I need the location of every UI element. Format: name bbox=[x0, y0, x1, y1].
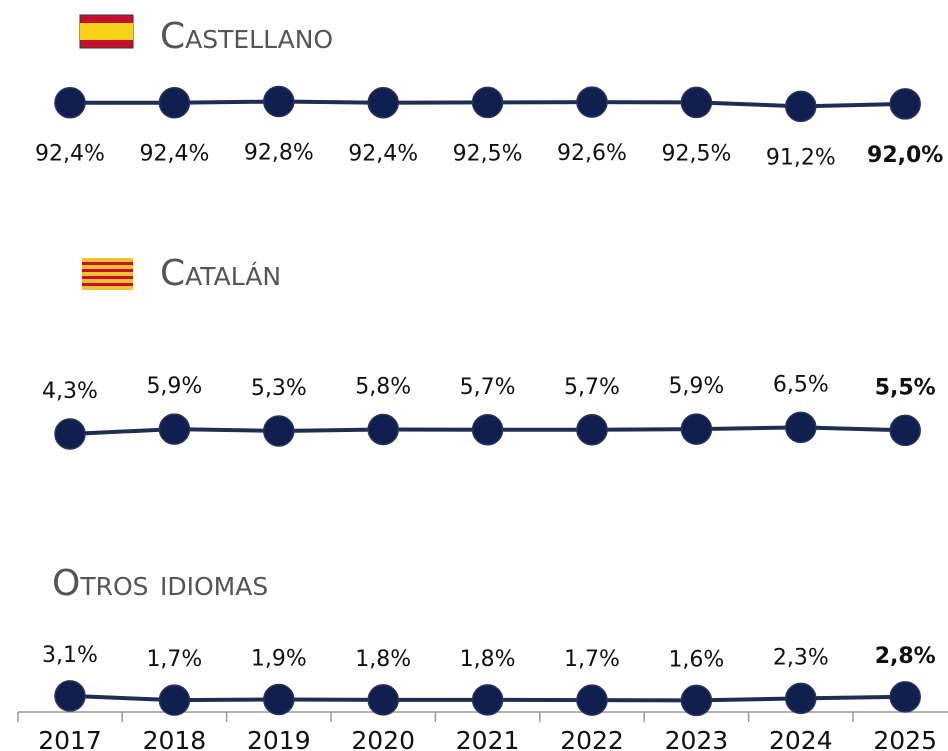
marker bbox=[471, 86, 504, 119]
panel-title: Catalán bbox=[160, 253, 281, 294]
spain-flag bbox=[79, 14, 134, 49]
value-label: 3,1% bbox=[42, 643, 98, 668]
value-label: 5,9% bbox=[668, 374, 724, 399]
value-label: 92,5% bbox=[453, 141, 523, 166]
marker bbox=[680, 684, 713, 717]
marker bbox=[263, 415, 295, 447]
value-label: 5,3% bbox=[251, 376, 307, 401]
value-label: 92,5% bbox=[661, 141, 731, 166]
panel-title: Otros idiomas bbox=[52, 563, 268, 604]
value-label: 92,4% bbox=[35, 142, 105, 167]
value-label: 92,4% bbox=[139, 142, 209, 167]
marker bbox=[785, 411, 817, 444]
marker bbox=[263, 683, 295, 716]
value-label: 92,8% bbox=[244, 141, 314, 166]
marker bbox=[367, 86, 399, 119]
value-label: 4,3% bbox=[42, 379, 98, 404]
value-label: 1,8% bbox=[460, 647, 516, 672]
marker bbox=[680, 413, 713, 445]
marker bbox=[471, 684, 504, 716]
value-label: 92,6% bbox=[557, 141, 627, 166]
marker bbox=[263, 85, 295, 118]
marker bbox=[471, 414, 504, 446]
marker bbox=[785, 682, 817, 715]
marker bbox=[576, 684, 608, 716]
value-label: 92,0% bbox=[867, 143, 943, 168]
x-tick-label: 2023 bbox=[665, 726, 729, 751]
x-tick-label: 2022 bbox=[560, 726, 624, 751]
catalan-flag bbox=[82, 258, 133, 290]
value-label: 5,9% bbox=[146, 374, 202, 399]
x-tick-label: 2018 bbox=[143, 726, 207, 751]
value-label: 5,8% bbox=[355, 374, 411, 399]
value-label: 5,7% bbox=[460, 375, 516, 400]
value-label: 1,9% bbox=[251, 647, 307, 672]
value-label: 5,5% bbox=[875, 375, 936, 400]
marker bbox=[680, 86, 713, 119]
value-label: 91,2% bbox=[766, 145, 836, 170]
value-label: 1,6% bbox=[668, 647, 724, 672]
marker bbox=[54, 680, 86, 712]
value-label: 2,3% bbox=[773, 645, 829, 670]
x-tick-label: 2021 bbox=[456, 726, 520, 751]
x-tick-label: 2025 bbox=[873, 726, 937, 751]
marker bbox=[576, 414, 608, 446]
x-tick-label: 2020 bbox=[351, 726, 415, 751]
marker bbox=[889, 414, 921, 447]
marker bbox=[158, 684, 191, 716]
x-tick-label: 2019 bbox=[247, 726, 311, 751]
panel-title: Castellano bbox=[160, 16, 333, 57]
marker bbox=[158, 413, 191, 445]
value-label: 6,5% bbox=[773, 372, 829, 397]
marker bbox=[785, 90, 817, 123]
marker bbox=[889, 681, 921, 713]
marker bbox=[54, 418, 86, 450]
x-tick-label: 2017 bbox=[38, 726, 102, 751]
marker bbox=[158, 86, 191, 119]
marker bbox=[367, 413, 399, 446]
value-label: 5,7% bbox=[564, 375, 620, 400]
value-label: 1,7% bbox=[564, 647, 620, 672]
marker bbox=[576, 86, 608, 118]
x-tick-label: 2024 bbox=[769, 726, 833, 751]
marker bbox=[889, 88, 921, 120]
marker bbox=[367, 684, 399, 716]
value-label: 1,8% bbox=[355, 647, 411, 672]
value-label: 92,4% bbox=[348, 142, 418, 167]
marker bbox=[54, 86, 86, 119]
value-label: 1,7% bbox=[146, 647, 202, 672]
value-label: 2,8% bbox=[875, 644, 936, 669]
